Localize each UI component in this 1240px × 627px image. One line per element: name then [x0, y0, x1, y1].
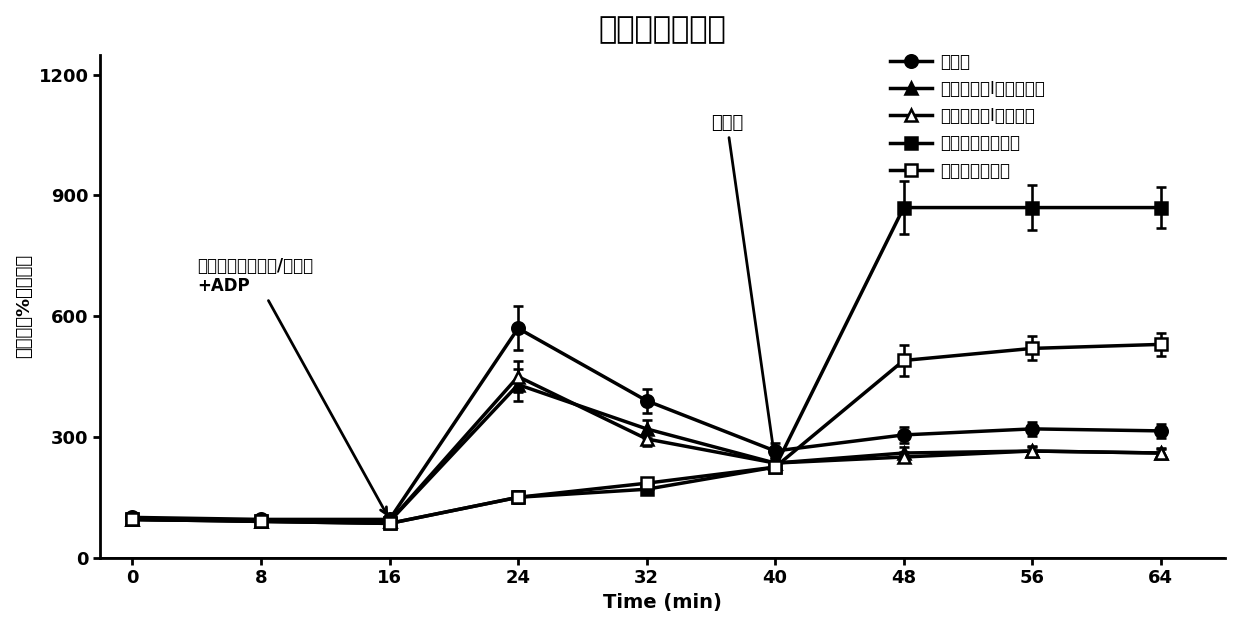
X-axis label: Time (min): Time (min)	[603, 593, 722, 612]
Y-axis label: 氧耗率（%基础值）: 氧耗率（%基础值）	[15, 254, 33, 358]
Legend: 对照组, 二氢丹参酮I（不洗去）, 二氢丹参酮I（洗去）, 鱼藤酮（不洗去）, 鱼藤酮（洗去）: 对照组, 二氢丹参酮I（不洗去）, 二氢丹参酮I（洗去）, 鱼藤酮（不洗去）, …	[890, 53, 1045, 179]
Title: 透化的心肌细胞: 透化的心肌细胞	[599, 15, 727, 44]
Text: 琥珀酸: 琥珀酸	[711, 114, 777, 455]
Text: 皂苷透化＋苹果酸/丙酮酸
+ADP: 皂苷透化＋苹果酸/丙酮酸 +ADP	[197, 256, 387, 514]
